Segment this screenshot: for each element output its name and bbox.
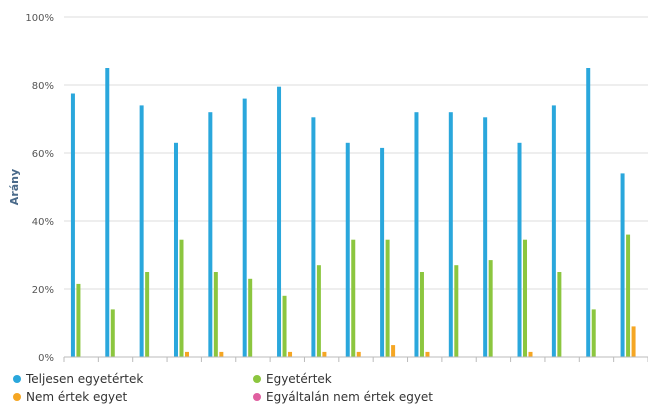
bar	[322, 351, 327, 357]
y-axis-ticks: 0% 20% 40% 60% 80% 100%	[25, 13, 54, 364]
legend-label: Nem értek egyet	[26, 390, 128, 404]
bar	[219, 351, 224, 357]
bar	[380, 147, 385, 357]
bar	[277, 86, 282, 357]
bar	[173, 142, 178, 357]
y-tick-label: 0%	[38, 353, 54, 364]
bar	[288, 351, 293, 357]
y-tick-label: 80%	[32, 81, 54, 92]
bar	[248, 278, 253, 357]
bar	[213, 272, 218, 357]
y-tick-label: 20%	[32, 285, 54, 296]
y-tick-label: 40%	[32, 217, 54, 228]
bar	[145, 272, 150, 357]
bar	[483, 117, 488, 357]
y-tick-label: 60%	[32, 149, 54, 160]
bar	[626, 234, 631, 357]
legend-label: Teljesen egyetértek	[25, 372, 143, 386]
bar	[448, 112, 453, 357]
y-axis-title: Arány	[8, 169, 21, 205]
legend-label: Egyáltalán nem értek egyet	[266, 390, 433, 404]
bar	[557, 272, 562, 357]
bar	[454, 265, 459, 357]
bar	[620, 173, 625, 357]
bar	[523, 239, 528, 357]
bar	[76, 283, 81, 357]
legend-marker	[253, 393, 261, 401]
bar	[414, 112, 419, 357]
bar	[110, 309, 115, 357]
bar	[242, 98, 247, 357]
bar	[631, 326, 636, 357]
bar	[517, 142, 522, 357]
legend-marker	[253, 375, 261, 383]
legend-marker	[13, 393, 21, 401]
bar	[345, 142, 350, 357]
bar	[591, 309, 596, 357]
bar	[351, 239, 356, 357]
bar	[391, 345, 396, 357]
bar	[282, 295, 287, 357]
bar	[316, 265, 321, 357]
bar	[311, 117, 316, 357]
y-tick-label: 100%	[25, 13, 54, 24]
legend-marker	[13, 375, 21, 383]
bar	[425, 351, 430, 357]
legend-label: Egyetértek	[266, 372, 332, 386]
bar	[528, 351, 533, 357]
bar	[105, 68, 110, 357]
bar	[70, 93, 75, 357]
bar	[488, 260, 493, 357]
bars	[70, 68, 636, 358]
bar	[356, 351, 361, 357]
x-axis	[63, 356, 648, 362]
bar	[184, 351, 189, 357]
bar	[419, 272, 424, 357]
bar	[208, 112, 213, 357]
bar	[586, 68, 591, 357]
bar	[179, 239, 184, 357]
bar	[139, 105, 144, 358]
bar	[551, 105, 556, 358]
bar	[385, 239, 390, 357]
legend: Teljesen egyetértek Egyetértek Nem értek e…	[13, 372, 433, 404]
